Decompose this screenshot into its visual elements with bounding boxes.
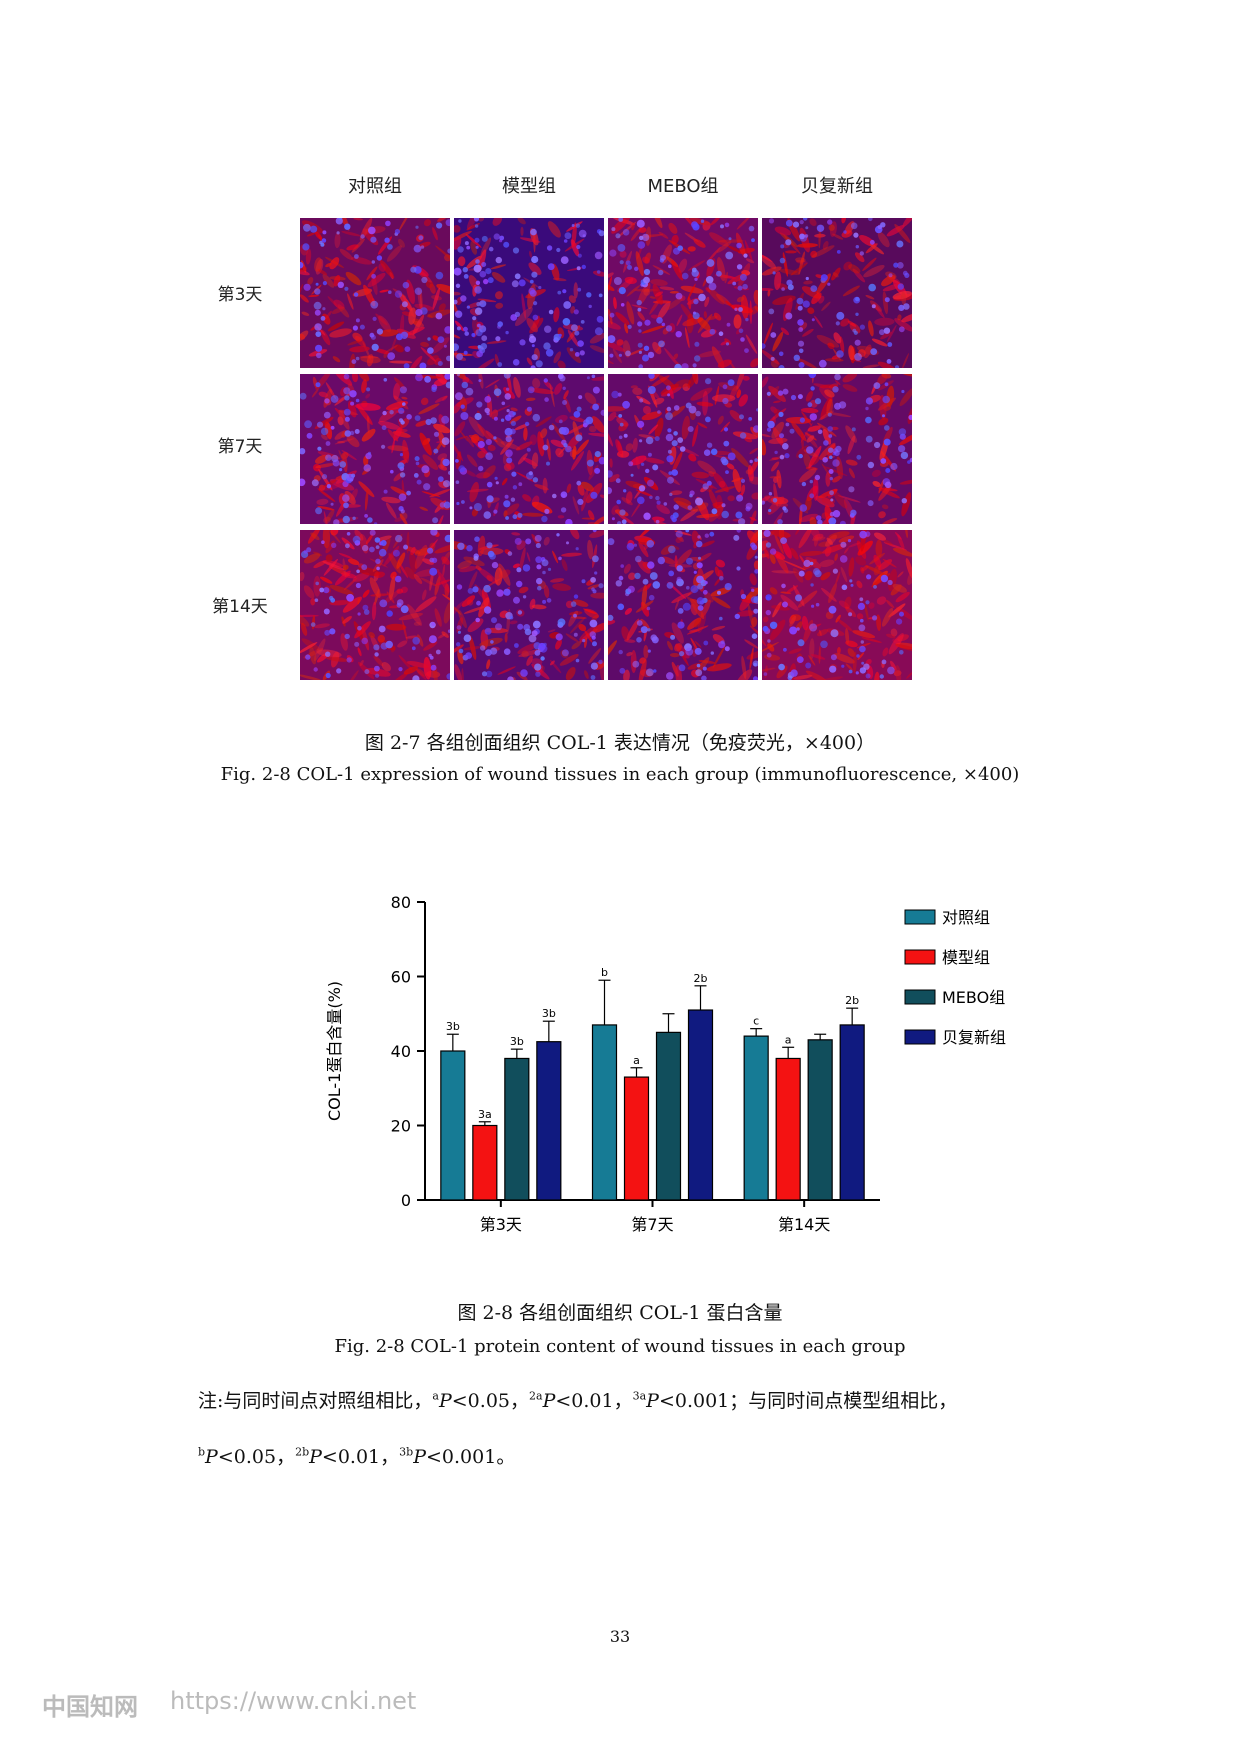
bar [687,1009,714,1201]
micrograph-day3-control [300,218,450,368]
significance-label: a [633,1054,640,1067]
significance-label: a [785,1033,792,1046]
note-p-2b: P [309,1446,322,1468]
bar [655,1031,682,1201]
legend-swatch [904,989,936,1005]
note-sup-2b: 2b [295,1445,310,1459]
legend-label: 贝复新组 [942,1028,1006,1047]
note-p-3a: P [646,1390,659,1412]
micrograph-day7-beifuxin [762,374,912,524]
y-axis-label: COL-1蛋白含量(%) [325,981,344,1121]
micrograph-day3-mebo [608,218,758,368]
note-p-a: P [438,1390,452,1412]
note-line-1: 注:与同时间点对照组相比，aP<0.05，2aP<0.01，3aP<0.001；… [198,1386,957,1413]
y-tick-label: 80 [391,893,411,912]
significance-label: 3a [478,1108,492,1121]
micrograph-day7-control [300,374,450,524]
note-sup-2a: 2a [529,1389,543,1403]
micrograph-day7-mebo [608,374,758,524]
note-val-3a: <0.001；与同时间点模型组相比， [658,1390,958,1412]
bar [504,1057,530,1201]
significance-label: 3b [542,1007,556,1020]
bar [536,1041,562,1201]
note-val-2a: <0.01， [555,1390,633,1412]
significance-label: c [753,1015,759,1028]
note-sup-a: a [432,1389,439,1403]
note-p-3b: P [413,1446,426,1468]
cnki-watermark: 中国知网 https://www.cnki.net [42,1687,416,1722]
micrograph-day14-model [454,530,604,680]
bar [472,1124,498,1201]
row-label-day14: 第14天 [212,597,268,617]
figure-27-caption-en: Fig. 2-8 COL-1 expression of wound tissu… [220,764,1020,785]
column-header-control: 对照组 [348,176,402,197]
significance-label: 3b [510,1035,524,1048]
immunofluorescence-grid [300,218,912,680]
significance-label: 2b [694,972,708,985]
micrograph-day3-model [454,218,604,368]
note-p-2a: P [542,1390,556,1412]
row-label-day7: 第7天 [217,437,263,457]
bar [807,1039,833,1201]
note-sup-3b: 3b [399,1445,414,1459]
legend-label: MEBO组 [942,988,1005,1007]
note-val-2b: <0.01， [321,1446,400,1468]
note-val-b: <0.05， [217,1446,296,1468]
micrograph-day14-control [300,530,450,680]
legend-swatch [904,949,936,965]
micrograph-day7-model [454,374,604,524]
y-tick-label: 60 [391,968,411,987]
note-val-a: <0.05， [451,1390,529,1412]
legend-label: 模型组 [942,948,990,967]
y-tick-label: 20 [391,1117,411,1136]
significance-label: b [601,966,608,979]
bar [623,1076,650,1201]
column-header-model: 模型组 [502,176,556,197]
legend-swatch [904,909,936,925]
col1-bar-chart: 0 20 40 60 80 COL-1蛋白含量(%) 3b 3a 3b 3b 第3天 b a 2b 第7天 c… [310,880,1030,1250]
legend-swatch [904,1029,936,1045]
x-tick-label: 第7天 [631,1215,673,1234]
cnki-url[interactable]: https://www.cnki.net [170,1687,417,1715]
column-header-mebo: MEBO组 [647,176,719,197]
row-label-day3: 第3天 [217,285,263,305]
page-number: 33 [609,1627,631,1646]
column-header-beifuxin: 贝复新组 [801,176,873,197]
figure-28-caption-cn: 图 2-8 各组创面组织 COL-1 蛋白含量 [457,1302,783,1324]
significance-label: 3b [446,1020,460,1033]
micrograph-day14-mebo [608,530,758,680]
note-line-2: bP<0.05，2bP<0.01，3bP<0.001。 [198,1442,515,1469]
y-tick-label: 40 [391,1042,411,1061]
note-p-b: P [205,1446,218,1468]
bar-chart-svg: 0 20 40 60 80 COL-1蛋白含量(%) 3b 3a 3b 3b 第3天 b a 2b 第7天 c… [325,893,1006,1234]
note-sup-3a: 3a [632,1389,647,1403]
bar [775,1057,801,1201]
figure-27-caption-cn: 图 2-7 各组创面组织 COL-1 表达情况（免疫荧光，×400） [364,732,876,754]
bar [440,1050,466,1201]
y-tick-label: 0 [401,1191,411,1210]
note-sup-b: b [198,1445,206,1459]
cnki-brand: 中国知网 [42,1693,138,1721]
note-val-3b: <0.001。 [426,1446,516,1468]
x-tick-label: 第3天 [480,1215,522,1234]
micrograph-day14-beifuxin [762,530,912,680]
note-prefix: 注:与同时间点对照组相比， [198,1390,433,1412]
figure-28-caption-en: Fig. 2-8 COL-1 protein content of wound … [334,1336,906,1357]
bar [743,1035,769,1201]
bar [591,1024,618,1201]
significance-label: 2b [845,994,859,1007]
x-tick-label: 第14天 [778,1215,830,1234]
bar [839,1024,865,1201]
micrograph-day3-beifuxin [762,218,912,368]
legend-label: 对照组 [942,908,990,927]
